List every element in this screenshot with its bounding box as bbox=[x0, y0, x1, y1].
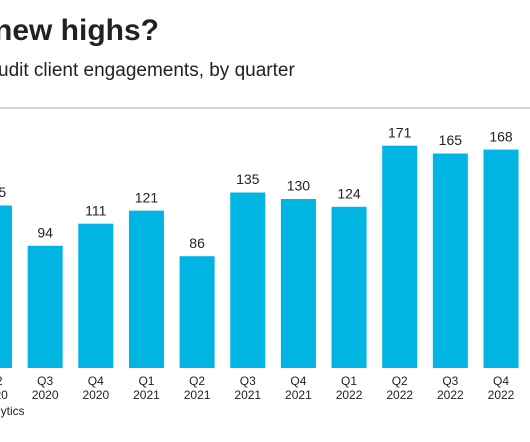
bar bbox=[331, 206, 367, 368]
bar bbox=[78, 223, 114, 368]
x-tick-label: 2020 bbox=[82, 388, 109, 402]
bar bbox=[128, 210, 164, 368]
x-tick-label: 2021 bbox=[234, 388, 261, 402]
bar bbox=[483, 149, 519, 368]
x-tick-label: 2022 bbox=[386, 388, 413, 402]
bar bbox=[27, 245, 63, 368]
x-tick-label: Q3 bbox=[442, 374, 458, 388]
value-label: 125 bbox=[0, 184, 6, 200]
x-tick-label: Q2 bbox=[189, 374, 205, 388]
chart-subtitle: udit client engagements, by quarter bbox=[0, 60, 295, 81]
bar bbox=[0, 205, 12, 368]
x-tick-label: 2020 bbox=[32, 388, 59, 402]
x-tick-label: Q1 bbox=[138, 374, 154, 388]
x-tick-label: 2021 bbox=[285, 388, 312, 402]
value-label: 111 bbox=[85, 202, 106, 218]
x-tick-label: Q4 bbox=[88, 374, 104, 388]
x-tick-label: 2020 bbox=[0, 388, 8, 402]
value-label: 165 bbox=[439, 132, 463, 148]
source: lytics bbox=[0, 404, 25, 418]
value-label: 130 bbox=[287, 178, 311, 194]
bar bbox=[280, 199, 316, 368]
bar bbox=[382, 145, 418, 368]
value-label: 121 bbox=[135, 189, 159, 205]
x-tick-label: Q2 bbox=[0, 374, 3, 388]
x-tick-label: 2021 bbox=[184, 388, 211, 402]
x-tick-label: Q2 bbox=[392, 374, 408, 388]
bar bbox=[432, 153, 468, 368]
value-label: 94 bbox=[37, 225, 53, 241]
x-tick-label: Q4 bbox=[493, 374, 509, 388]
value-label: 171 bbox=[388, 124, 412, 140]
x-tick-label: Q1 bbox=[341, 374, 357, 388]
x-tick-label: 2022 bbox=[488, 388, 515, 402]
value-label: 135 bbox=[236, 171, 260, 187]
chart-title: new highs? bbox=[0, 14, 159, 47]
bar bbox=[179, 256, 215, 368]
bar bbox=[230, 192, 266, 368]
x-tick-label: 2022 bbox=[336, 388, 363, 402]
x-tick-label: Q3 bbox=[240, 374, 256, 388]
value-label: 124 bbox=[337, 186, 361, 202]
value-label: 168 bbox=[489, 128, 513, 144]
x-tick-label: Q3 bbox=[37, 374, 53, 388]
value-label: 86 bbox=[189, 235, 205, 251]
x-tick-label: 2021 bbox=[133, 388, 160, 402]
x-tick-label: 2022 bbox=[437, 388, 464, 402]
x-tick-label: Q4 bbox=[290, 374, 306, 388]
